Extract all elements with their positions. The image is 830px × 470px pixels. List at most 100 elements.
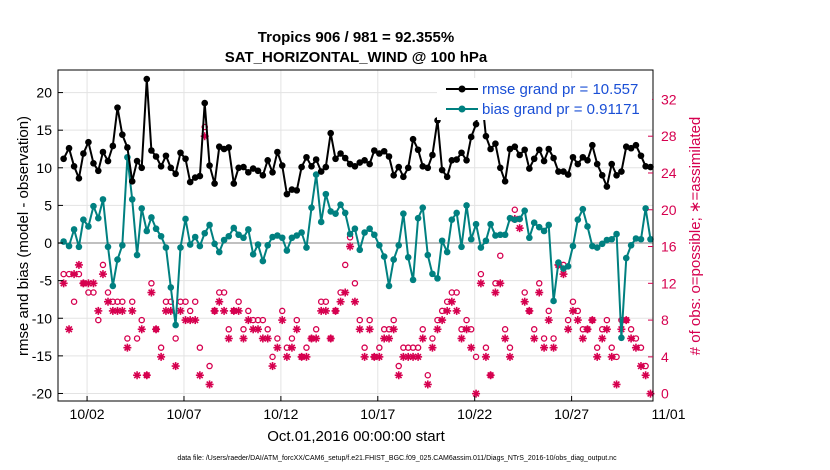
legend-rmse-label: rmse grand pr = 10.557 [482,81,638,98]
obs-assimilated-marker [457,334,466,343]
rmse-point [632,141,640,149]
rmse-point [254,167,262,175]
y-left-tick-label: 5 [44,197,52,213]
obs-assimilated-stroke [332,307,339,315]
obs-assimilated-marker [447,297,456,306]
bias-point [642,205,649,212]
obs-assimilated-stroke [574,316,582,324]
rmse-point [196,172,204,180]
bias-point [366,225,373,233]
obs-assimilated-stroke [545,316,553,324]
obs-assimilated-stroke [337,298,344,306]
rmse-point [95,167,102,175]
obs-assimilated-marker [326,334,335,343]
obs-possible-marker [293,316,301,324]
rmse-point [414,146,422,154]
x-tick-label: 10/07 [166,406,201,422]
obs-assimilated-stroke [94,307,102,315]
obs-assimilated-marker [515,224,524,233]
rmse-point [448,156,456,164]
bias-point [201,229,209,237]
rmse-point [627,144,635,152]
bias-point [487,220,494,228]
obs-assimilated-stroke [472,390,480,398]
rmse-point [608,160,616,168]
bias-point [618,334,625,342]
bias-point [70,226,78,233]
obs-possible-marker [429,335,436,342]
obs-assimilated-marker [414,352,423,361]
rmse-point [361,156,368,164]
legend-rmse-marker [458,85,466,93]
rmse-point [283,190,291,198]
obs-possible-marker [501,326,509,333]
rmse-point [642,162,649,170]
obs-assimilated-marker [137,325,146,334]
obs-possible-marker [376,344,383,351]
obs-assimilated-marker [220,306,229,315]
obs-assimilated-stroke [196,371,204,379]
obs-assimilated-stroke [496,279,504,287]
bias-point [317,218,325,226]
obs-assimilated-marker [321,306,330,315]
obs-assimilated-stroke [235,307,243,315]
x-tick-label: 10/22 [457,406,492,422]
obs-assimilated-stroke [642,371,650,379]
rmse-point [138,164,146,172]
rmse-point [99,148,107,156]
obs-possible-marker [564,316,572,324]
bias-point [603,236,611,244]
obs-assimilated-stroke [467,344,475,352]
bias-point [550,297,557,305]
rmse-point [487,145,494,153]
obs-assimilated-marker [549,343,558,352]
obs-assimilated-marker [544,316,553,325]
obs-assimilated-stroke [225,335,233,342]
obs-possible-marker [259,316,267,324]
obs-assimilated-marker [302,352,311,361]
obs-assimilated-marker [244,316,253,325]
bias-point [429,270,436,278]
rmse-point [303,153,310,161]
obs-assimilated-marker [123,343,132,352]
rmse-point [75,175,83,182]
obs-possible-marker [395,362,402,370]
obs-assimilated-stroke [385,335,393,342]
obs-assimilated-marker [622,316,631,325]
bias-point [370,231,378,239]
obs-assimilated-marker [191,316,200,325]
obs-assimilated-marker [287,343,296,352]
bias-point [341,209,349,217]
obs-possible-marker [366,316,373,324]
rmse-point [526,165,533,172]
obs-possible-marker [477,270,485,278]
bias-point [186,241,194,248]
obs-assimilated-marker [641,371,650,380]
bias-point [99,196,107,203]
bias-point [390,256,397,263]
bias-point [443,248,451,256]
obs-assimilated-marker [559,270,568,279]
rmse-point [337,150,344,157]
rmse-point [569,153,577,161]
obs-assimilated-marker [481,352,490,361]
bias-point [191,233,199,241]
rmse-point [535,146,543,154]
rmse-point [332,155,339,163]
rmse-point [90,159,97,167]
bias-point [143,227,151,235]
rmse-point [269,169,276,176]
obs-assimilated-stroke [627,335,635,342]
obs-assimilated-stroke [60,279,68,287]
bias-point [463,202,470,209]
obs-assimilated-marker [564,325,573,334]
obs-assimilated-stroke [157,353,165,361]
bias-point [235,231,242,239]
obs-possible-marker [535,280,543,287]
x-tick-label: 10/12 [263,406,298,422]
bias-point [152,225,160,233]
obs-possible-marker [497,252,504,259]
legend-bias-label: bias grand pr = 0.91171 [482,101,640,118]
bias-point [230,224,238,232]
obs-assimilated-stroke [564,325,572,333]
